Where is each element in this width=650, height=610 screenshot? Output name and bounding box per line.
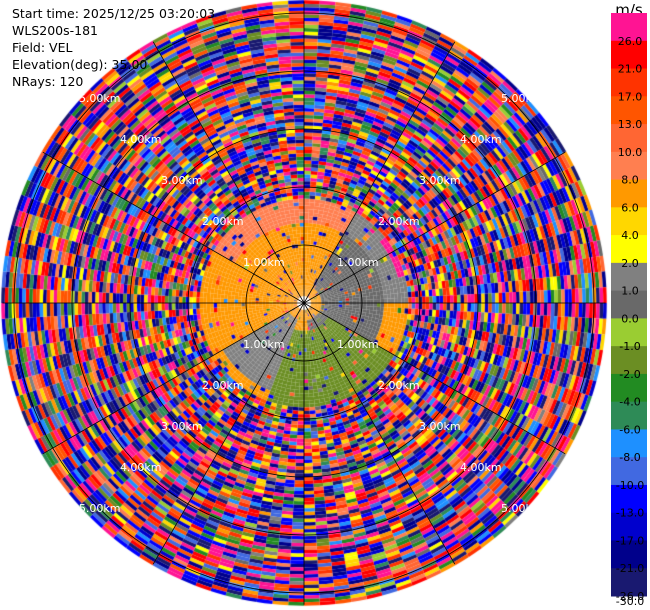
range-ring-label: 5.00km: [501, 502, 543, 515]
azimuth-spoke: [303, 151, 566, 304]
range-ring-label: 4.00km: [120, 461, 162, 474]
range-ring-label: 2.00km: [202, 215, 244, 228]
colorbar-cell: [611, 568, 647, 597]
plot-info: Start time: 2025/12/25 03:20:03 WLS200s-…: [12, 5, 215, 90]
range-ring-label: 3.00km: [161, 420, 203, 433]
colorbar-tick-label: -6.0: [619, 423, 640, 436]
colorbar-cell: [611, 346, 647, 375]
azimuth-spoke: [42, 151, 305, 304]
range-ring-label: 1.00km: [337, 338, 379, 351]
azimuth-spoke: [152, 302, 305, 565]
colorbar-cell: [611, 290, 647, 319]
colorbar-cell: [611, 262, 647, 292]
colorbar-tick-label: -1.0: [619, 340, 640, 353]
colorbar-tick-label: -2.0: [619, 368, 640, 381]
colorbar-tick-label: 13.0: [618, 118, 643, 131]
colorbar-cell: [611, 457, 647, 486]
azimuth-spoke: [303, 302, 456, 565]
colorbar-cell: [611, 235, 647, 264]
range-ring-label: 5.00km: [79, 502, 121, 515]
colorbar-cell: [611, 318, 647, 347]
range-ring-label: 5.00km: [79, 92, 121, 105]
colorbar-tick-label: -4.0: [619, 396, 640, 409]
colorbar-tick-label: -8.0: [619, 451, 640, 464]
colorbar-cell: [611, 68, 647, 97]
colorbar-tick-label: -17.0: [616, 534, 644, 547]
colorbar-tick-label: 2.0: [621, 257, 639, 270]
range-ring-label: 2.00km: [378, 215, 420, 228]
colorbar-cell: [611, 373, 647, 403]
colorbar-cell: [611, 96, 647, 125]
azimuth-spoke: [152, 41, 305, 304]
range-ring-label: 2.00km: [378, 379, 420, 392]
range-ring-label: 4.00km: [460, 133, 502, 146]
colorbar-tick-label: 4.0: [621, 229, 639, 242]
range-ring-label: 1.00km: [243, 256, 285, 269]
colorbar-cell: [611, 40, 647, 70]
azimuth-spoke: [42, 302, 305, 455]
colorbar-tick-label: -13.0: [616, 507, 644, 520]
colorbar-tick-label: 8.0: [621, 174, 639, 187]
colorbar-cell: [611, 401, 647, 430]
nrays-text: NRays: 120: [12, 74, 84, 89]
range-ring-label: 3.00km: [419, 420, 461, 433]
instrument-text: WLS200s-181: [12, 23, 98, 38]
colorbar-tick-label: 1.0: [621, 285, 639, 298]
range-ring-label: 4.00km: [120, 133, 162, 146]
range-ring-label: 3.00km: [161, 174, 203, 187]
colorbar-tick-label: -26.0: [616, 590, 644, 603]
colorbar-tick-label: 17.0: [618, 90, 643, 103]
colorbar-tick-label: 0.0: [621, 312, 639, 325]
range-ring-label: 1.00km: [337, 256, 379, 269]
elevation-text: Elevation(deg): 35.00: [12, 57, 148, 72]
colorbar-cell: [611, 151, 647, 181]
azimuth-spoke: [303, 302, 566, 455]
azimuth-spokes: [2, 1, 606, 605]
range-ring-label: 2.00km: [202, 379, 244, 392]
colorbar-cell: [611, 207, 647, 236]
colorbar-tick-label: -30.0: [616, 595, 644, 608]
range-ring-label: 5.00km: [501, 92, 543, 105]
colorbar-cell: [611, 13, 647, 42]
colorbar-tick-label: 21.0: [618, 63, 643, 76]
azimuth-spoke: [303, 41, 456, 304]
colorbar-tick-label: 10.0: [618, 146, 643, 159]
colorbar-cells: [611, 13, 647, 597]
colorbar-cell: [611, 540, 647, 569]
colorbar-tick-label: 26.0: [618, 35, 643, 48]
colorbar-tick-label: 6.0: [621, 201, 639, 214]
colorbar-cell: [611, 512, 647, 541]
range-ring-label: 1.00km: [243, 338, 285, 351]
colorbar-cell: [611, 179, 647, 208]
field-text: Field: VEL: [12, 40, 73, 55]
colorbar-tick-label: -21.0: [616, 562, 644, 575]
colorbar-tick-label: -10.0: [616, 479, 644, 492]
colorbar-cell: [611, 484, 647, 514]
colorbar-ticks: 26.0 21.0 17.0 13.0 10.0 8.0 6.0 4.0 2.0 1.0 0.0 -1…: [616, 35, 644, 608]
start-time-text: Start time: 2025/12/25 03:20:03: [12, 6, 216, 21]
colorbar-cell: [611, 429, 647, 458]
range-ring-labels: 1.00km 1.00km 1.00km 1.00km 2.00km 2.00km 2.00…: [79, 92, 543, 515]
colorbar-cell: [611, 124, 647, 153]
range-ring-label: 3.00km: [419, 174, 461, 187]
range-ring-label: 4.00km: [460, 461, 502, 474]
